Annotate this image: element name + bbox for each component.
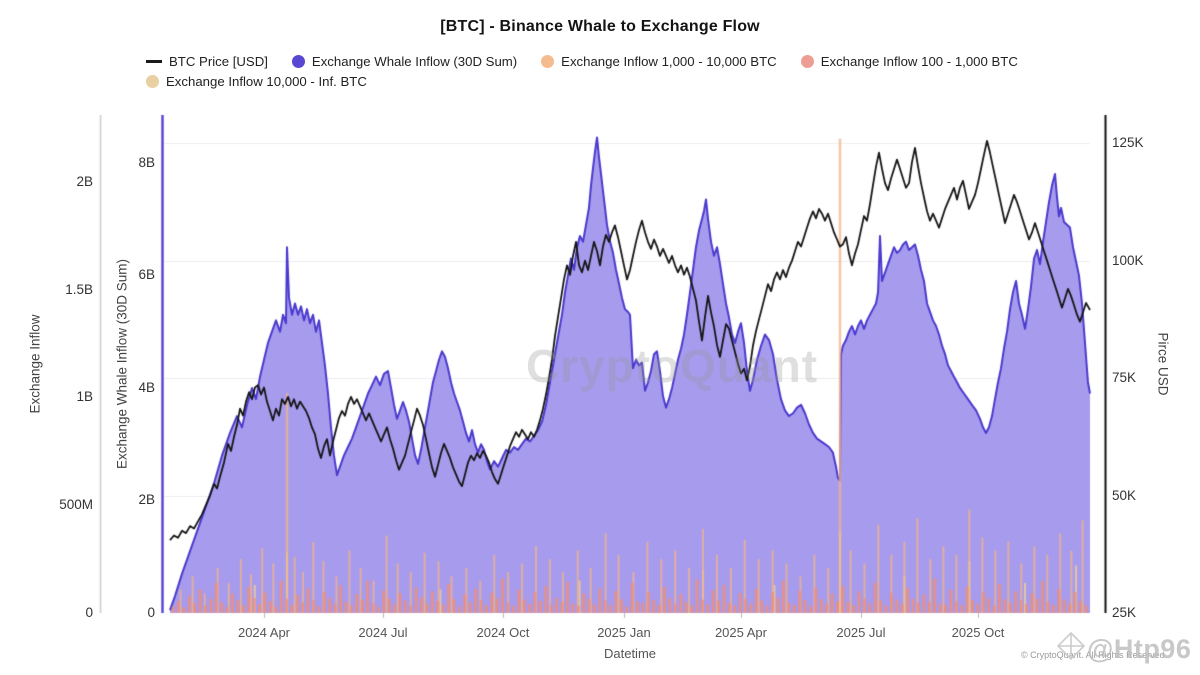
inflow-tick-1B: 1B: [76, 389, 93, 405]
price-tick-125K: 125K: [1112, 135, 1144, 151]
price-tick-50K: 50K: [1112, 487, 1137, 503]
inflow-tick-1.5B: 1.5B: [65, 281, 93, 297]
cryptoquant-diamond-icon: [1056, 631, 1086, 668]
inflow-tick-2B: 2B: [76, 173, 93, 189]
x-tick-2024-Oct: 2024 Oct: [476, 625, 530, 640]
whale-tick-8B: 8B: [138, 154, 155, 170]
x-tick-2025-Jan: 2025 Jan: [597, 625, 651, 640]
axis-title-whale-inflow: Exchange Whale Inflow (30D Sum): [114, 258, 130, 470]
whale-tick-2B: 2B: [138, 492, 155, 508]
inflow-tick-0: 0: [85, 605, 93, 620]
x-tick-2024-Apr: 2024 Apr: [237, 625, 291, 640]
price-tick-75K: 75K: [1112, 370, 1137, 386]
price-tick-25K: 25K: [1112, 605, 1137, 620]
whale-tick-0: 0: [147, 605, 155, 620]
x-tick-2024-Jul: 2024 Jul: [358, 625, 408, 640]
x-tick-2025-Jul: 2025 Jul: [836, 625, 886, 640]
user-watermark: @Htp96: [1056, 631, 1191, 668]
copyright-text: © CryptoQuant. All Rights Reserved: [1021, 650, 1165, 660]
x-tick-2025-Oct: 2025 Oct: [951, 625, 1005, 640]
whale-tick-6B: 6B: [138, 267, 155, 283]
axis-title-price: Pirce USD: [1155, 332, 1171, 396]
inflow-tick-500M: 500M: [59, 497, 93, 513]
axis-title-datetime: Datetime: [603, 646, 657, 661]
price-tick-100K: 100K: [1112, 252, 1144, 268]
x-tick-2025-Apr: 2025 Apr: [714, 625, 767, 640]
whale-tick-4B: 4B: [138, 379, 155, 395]
user-watermark-handle: @Htp96: [1087, 634, 1192, 664]
